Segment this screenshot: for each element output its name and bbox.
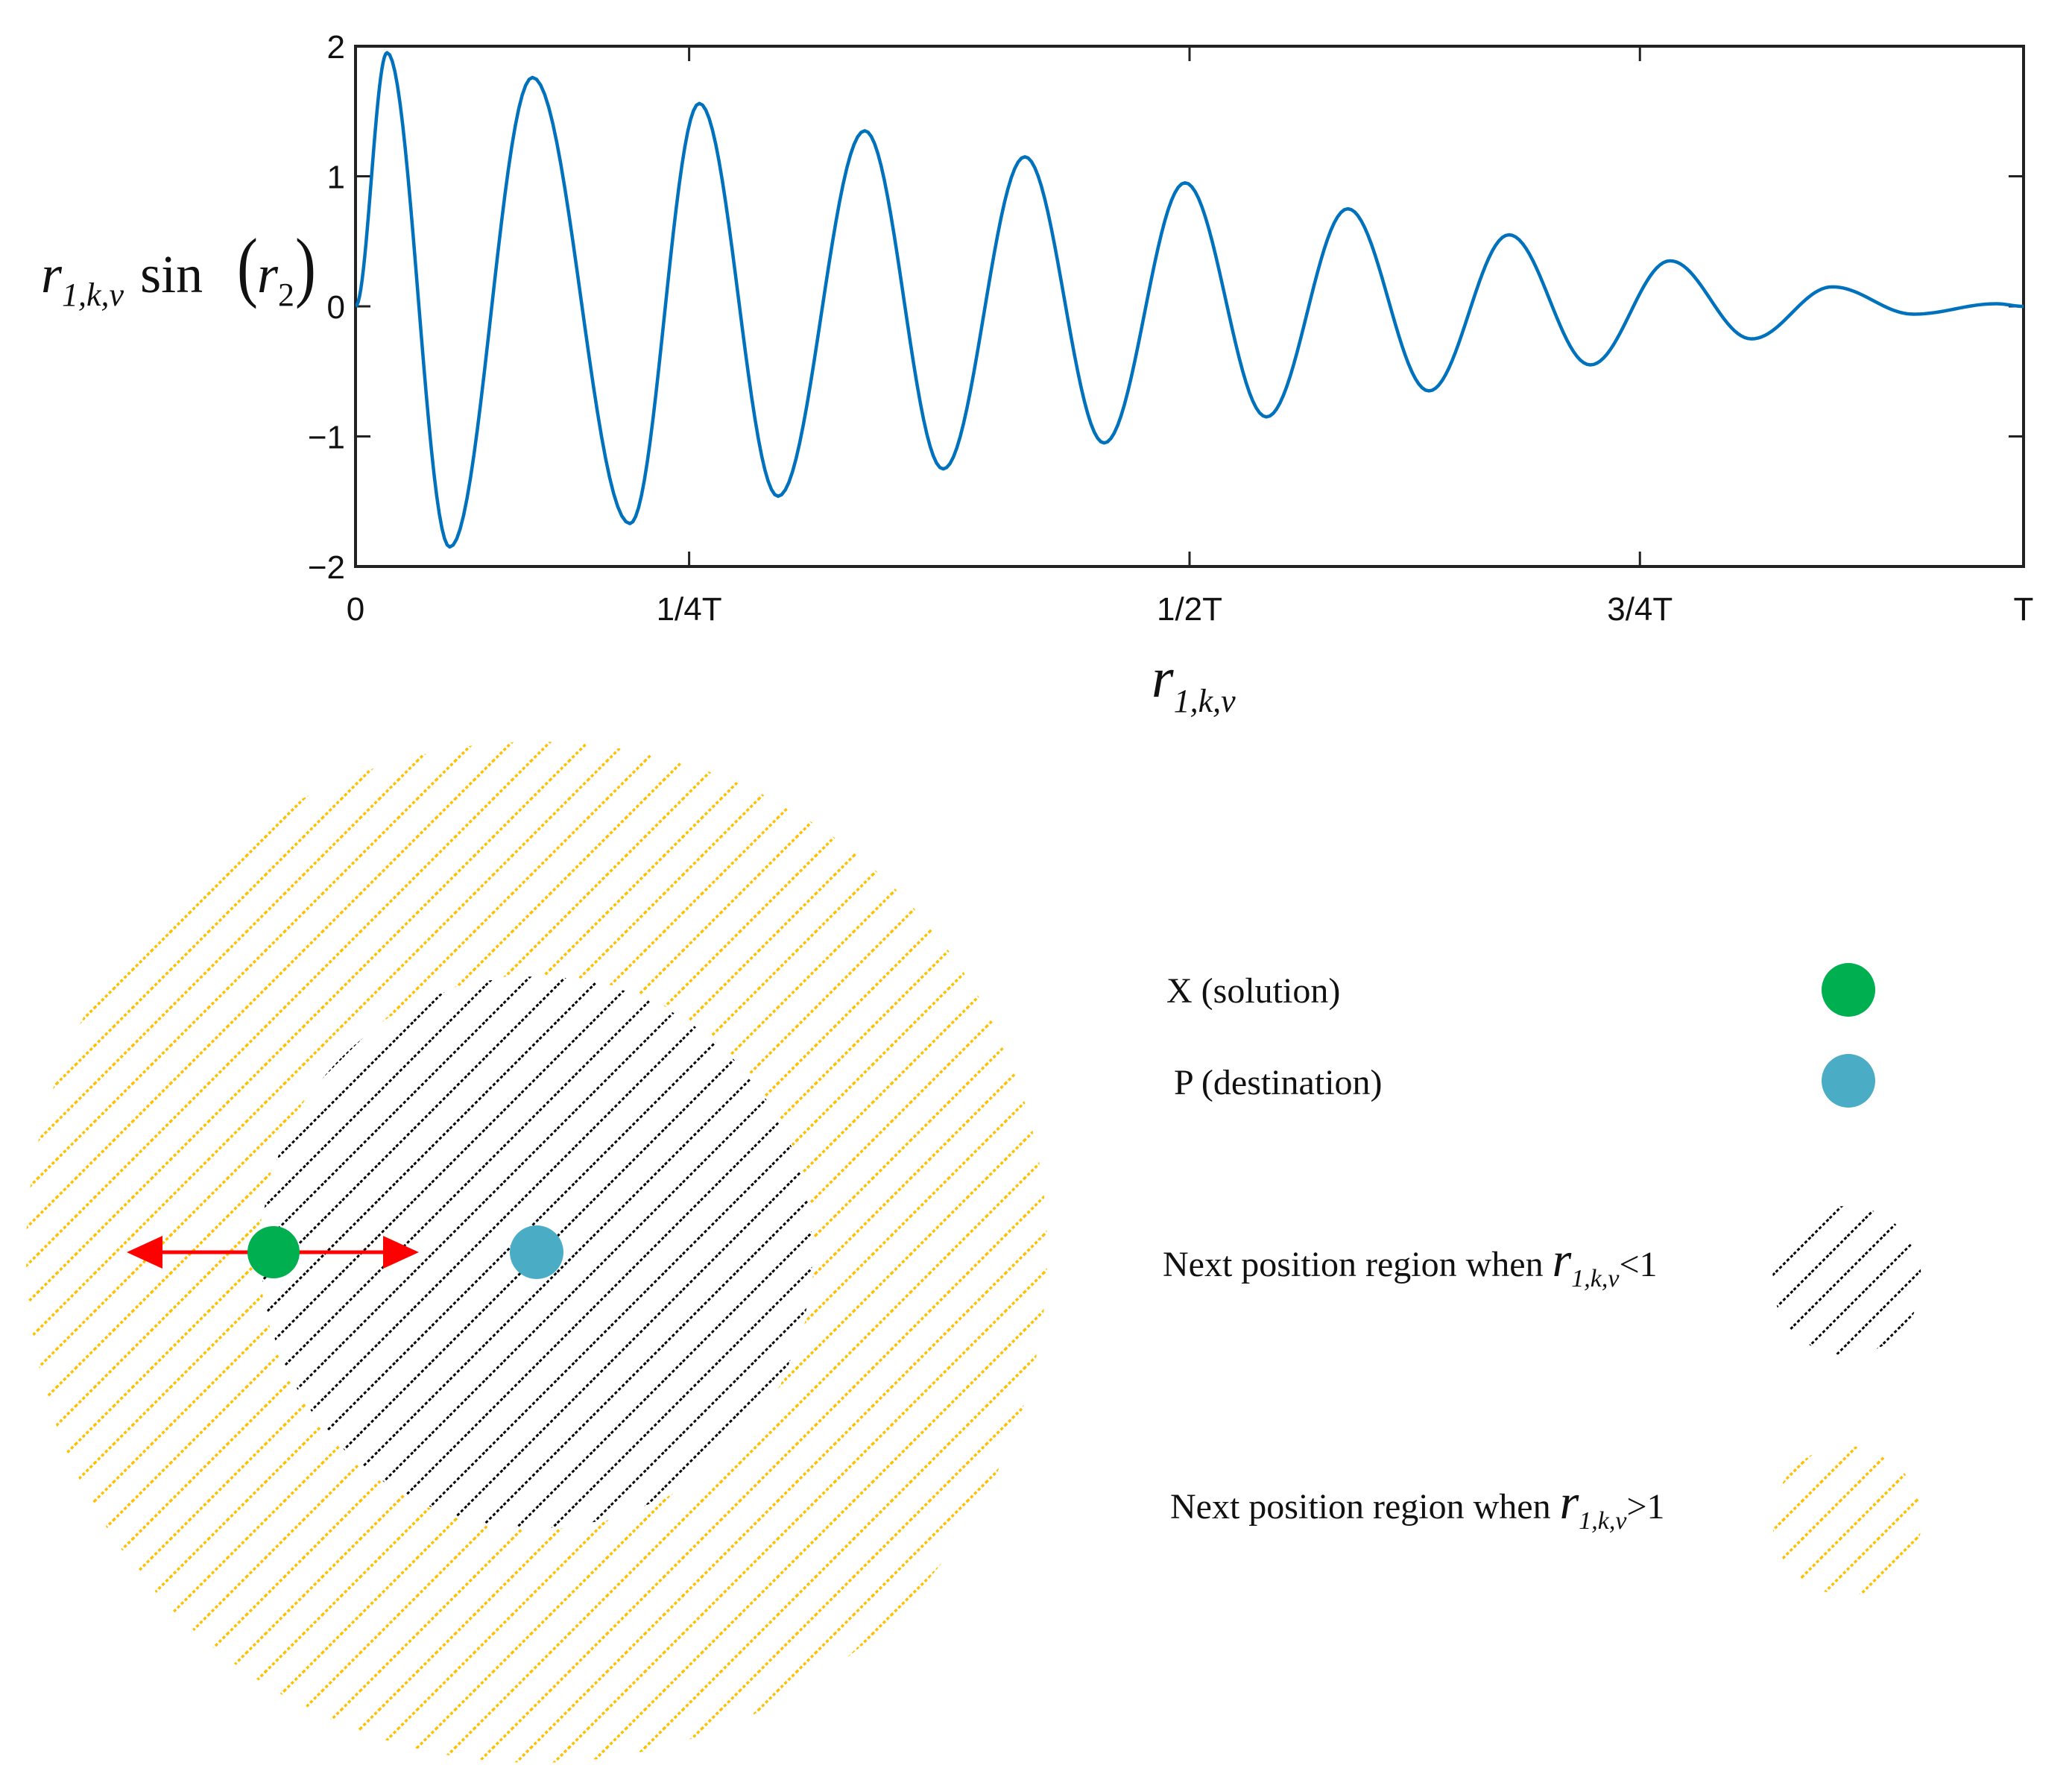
y-label-arg: r2	[257, 244, 294, 313]
position-region-diagram	[26, 742, 1047, 1763]
y-label-sub-1: 1,k,v	[62, 277, 124, 313]
legend-outer-swatch	[1772, 1446, 1921, 1595]
legend-inner-var: r	[1553, 1233, 1572, 1287]
legend: X (solution) P (destination) Next positi…	[1163, 963, 1921, 1595]
y-label-sub-2: 2	[278, 277, 294, 313]
x-axis-ticks: 0 1/4T 1/2T 3/4T T	[347, 46, 2034, 628]
y-axis-label: r1,k,v sin	[41, 244, 203, 313]
legend-outer-var: r	[1560, 1475, 1579, 1530]
legend-destination-label: P (destination)	[1174, 1063, 1383, 1102]
legend-outer-prefix: Next position region when	[1170, 1487, 1560, 1527]
legend-outer-sub: 1,k,v	[1579, 1507, 1627, 1535]
arrow-left-head	[127, 1236, 162, 1269]
y-label-func: sin	[140, 244, 203, 304]
series-points	[353, 51, 2026, 549]
legend-solution-marker	[1822, 963, 1875, 1017]
legend-solution-label: X (solution)	[1166, 971, 1340, 1011]
legend-inner-swatch	[1772, 1206, 1921, 1355]
y-label-paren-close: )	[295, 222, 316, 309]
y-tick-label: 2	[327, 29, 345, 66]
x-tick-label: 1/2T	[1157, 591, 1222, 628]
x-tick-label: 3/4T	[1607, 591, 1673, 628]
y-tick-label: 0	[327, 289, 345, 326]
legend-inner-label: Next position region when r1,k,v<1	[1163, 1233, 1658, 1292]
plot-frame	[354, 45, 2025, 568]
decaying-sine-chart: 210−1−2 0 1/4T 1/2T 3/4T T r1,k,v sin ( r2 ) …	[41, 29, 2033, 719]
y-tick-label: 1	[327, 160, 345, 196]
y-axis-ticks: 2 1 0 −1 −2	[308, 29, 2024, 586]
legend-inner-prefix: Next position region when	[1163, 1245, 1553, 1284]
legend-inner-suffix: <1	[1619, 1245, 1657, 1284]
x-label-base: r	[1152, 647, 1174, 710]
x-axis-label: r1,k,v	[1152, 647, 1236, 719]
x-tick-label: T	[2014, 591, 2034, 628]
legend-outer-suffix: >1	[1626, 1487, 1664, 1527]
solution-point	[247, 1226, 300, 1278]
y-tick-label: −2	[308, 549, 345, 586]
y-label-base-1: r	[41, 244, 63, 304]
series-line	[356, 51, 2024, 549]
destination-point	[510, 1225, 563, 1279]
y-tick-label: −1	[308, 420, 345, 456]
legend-inner-sub: 1,k,v	[1571, 1265, 1620, 1292]
x-label-sub: 1,k,v	[1174, 683, 1236, 719]
legend-destination-marker	[1822, 1054, 1875, 1108]
x-tick-label: 1/4T	[657, 591, 722, 628]
y-label-base-2: r	[257, 244, 279, 304]
legend-outer-label: Next position region when r1,k,v>1	[1170, 1475, 1665, 1535]
x-tick-label: 0	[347, 591, 364, 628]
arrow-right-head	[383, 1236, 419, 1269]
y-label-paren-open: (	[237, 222, 258, 309]
